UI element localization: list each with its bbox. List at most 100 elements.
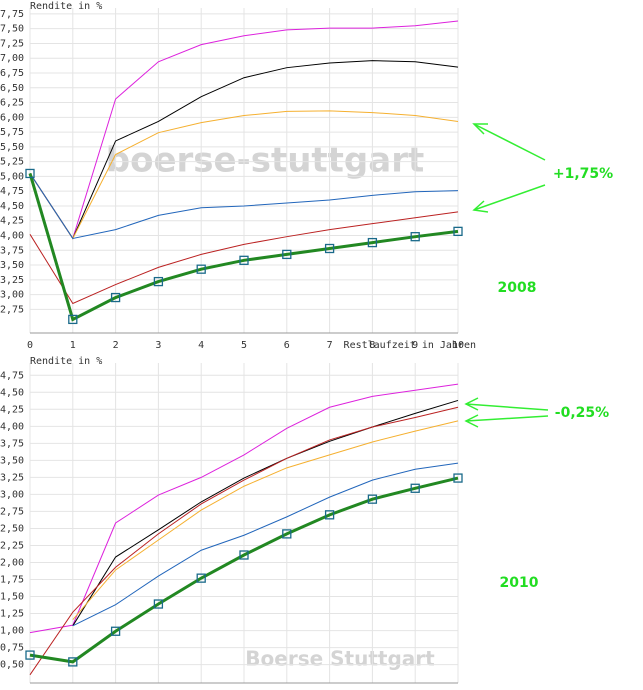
y-tick-label: 4,25: [0, 404, 24, 415]
point-marker: [153, 599, 164, 609]
y-tick-label: 5,25: [0, 157, 24, 168]
arrow-head: [472, 200, 489, 213]
y-tick-label: 3,50: [0, 260, 24, 271]
point-marker: [110, 626, 121, 636]
series-line: [29, 211, 459, 305]
point-marker: [68, 314, 78, 325]
y-axis-label: Rendite in %: [30, 1, 102, 12]
arrow: [465, 403, 549, 411]
point-marker: [282, 249, 292, 260]
point-marker: [453, 226, 463, 237]
y-tick-label: 6,50: [0, 83, 24, 94]
annotation: -0,25%: [555, 405, 609, 421]
x-tick-label: 2: [113, 340, 119, 351]
x-tick-label: 8: [369, 340, 375, 351]
series-line: [29, 60, 459, 240]
point-marker: [239, 550, 249, 560]
point-marker: [239, 255, 249, 265]
point-marker: [410, 232, 420, 242]
y-tick-label: 7,50: [0, 24, 24, 35]
x-axis-label: Restlaufzeit in Jahren: [344, 340, 476, 351]
y-tick-label: 5,50: [0, 142, 24, 153]
y-tick-label: 1,00: [0, 626, 24, 637]
series-line: [72, 399, 459, 627]
annotation: +1,75%: [553, 166, 613, 182]
y-tick-label: 4,50: [0, 387, 24, 398]
y-tick-label: 6,25: [0, 98, 24, 109]
y-tick-label: 1,75: [0, 575, 24, 586]
y-tick-label: 5,00: [0, 171, 24, 182]
x-tick-label: 10: [452, 340, 464, 351]
arrows: [464, 123, 549, 428]
y-tick-label: 4,75: [0, 370, 24, 381]
x-tick-label: 0: [27, 340, 33, 351]
x-tick-label: 4: [198, 340, 204, 351]
y-tick-label: 3,75: [0, 438, 24, 449]
y-tick-label: 2,50: [0, 523, 24, 534]
series-line: [72, 462, 459, 627]
chart: Boerse Stuttgart 0,50 0,75 1,00 1,25 1,50 1,75…: [0, 356, 609, 684]
annotation: 2010: [500, 575, 539, 591]
point-marker: [324, 243, 335, 254]
y-tick-label: 3,75: [0, 245, 24, 256]
point-marker: [25, 168, 35, 179]
arrow: [465, 415, 549, 422]
chart: boerse-stuttgart2,753,003,253,503,754,00…: [0, 1, 613, 351]
x-tick-label: 7: [327, 340, 333, 351]
x-tick-label: 1: [70, 340, 76, 351]
y-axis-label: Rendite in %: [30, 356, 102, 367]
point-marker: [68, 657, 78, 667]
series-line: [29, 476, 459, 664]
arrow-head: [464, 414, 479, 428]
series-line: [29, 110, 459, 240]
point-marker: [282, 529, 292, 539]
point-marker: [196, 264, 206, 274]
y-tick-label: 7,75: [0, 9, 24, 20]
x-tick-label: 6: [284, 340, 290, 351]
y-tick-label: 1,50: [0, 592, 24, 603]
x-tick-label: 3: [155, 340, 161, 351]
point-marker: [110, 292, 121, 303]
point-marker: [453, 473, 463, 483]
point-marker: [367, 494, 378, 504]
y-tick-label: 0,75: [0, 643, 24, 654]
y-tick-label: 7,25: [0, 38, 24, 49]
y-tick-label: 3,00: [0, 290, 24, 301]
y-tick-label: 2,00: [0, 557, 24, 568]
y-tick-label: 0,50: [0, 660, 24, 671]
arrow-head: [464, 397, 479, 411]
y-tick-label: 5,75: [0, 127, 24, 138]
y-tick-label: 6,00: [0, 112, 24, 123]
watermark: Boerse Stuttgart: [245, 647, 435, 671]
y-tick-label: 3,00: [0, 489, 24, 500]
y-tick-label: 4,25: [0, 216, 24, 227]
y-tick-label: 6,75: [0, 68, 24, 79]
arrow: [473, 123, 546, 161]
y-tick-label: 2,25: [0, 540, 24, 551]
y-tick-label: 1,25: [0, 609, 24, 620]
series-line: [29, 173, 459, 240]
point-marker: [196, 573, 206, 583]
series-line: [72, 420, 459, 621]
y-tick-label: 4,00: [0, 231, 24, 242]
x-tick-label: 5: [241, 340, 247, 351]
y-tick-label: 2,75: [0, 304, 24, 315]
y-tick-label: 3,25: [0, 472, 24, 483]
point-marker: [367, 237, 378, 248]
annotation: 2008: [498, 280, 537, 296]
arrow: [473, 184, 546, 211]
point-marker: [153, 276, 164, 287]
y-tick-label: 4,50: [0, 201, 24, 212]
arrow-head: [472, 123, 488, 135]
y-tick-label: 3,25: [0, 275, 24, 286]
y-tick-label: 7,00: [0, 53, 24, 64]
point-marker: [25, 650, 35, 660]
point-marker: [410, 483, 420, 493]
y-tick-label: 3,50: [0, 455, 24, 466]
series-line: [29, 383, 459, 634]
x-tick-label: 9: [412, 340, 418, 351]
y-tick-label: 4,00: [0, 421, 24, 432]
y-tick-label: 2,75: [0, 506, 24, 517]
series-line: [29, 20, 459, 240]
series-line: [29, 406, 459, 676]
